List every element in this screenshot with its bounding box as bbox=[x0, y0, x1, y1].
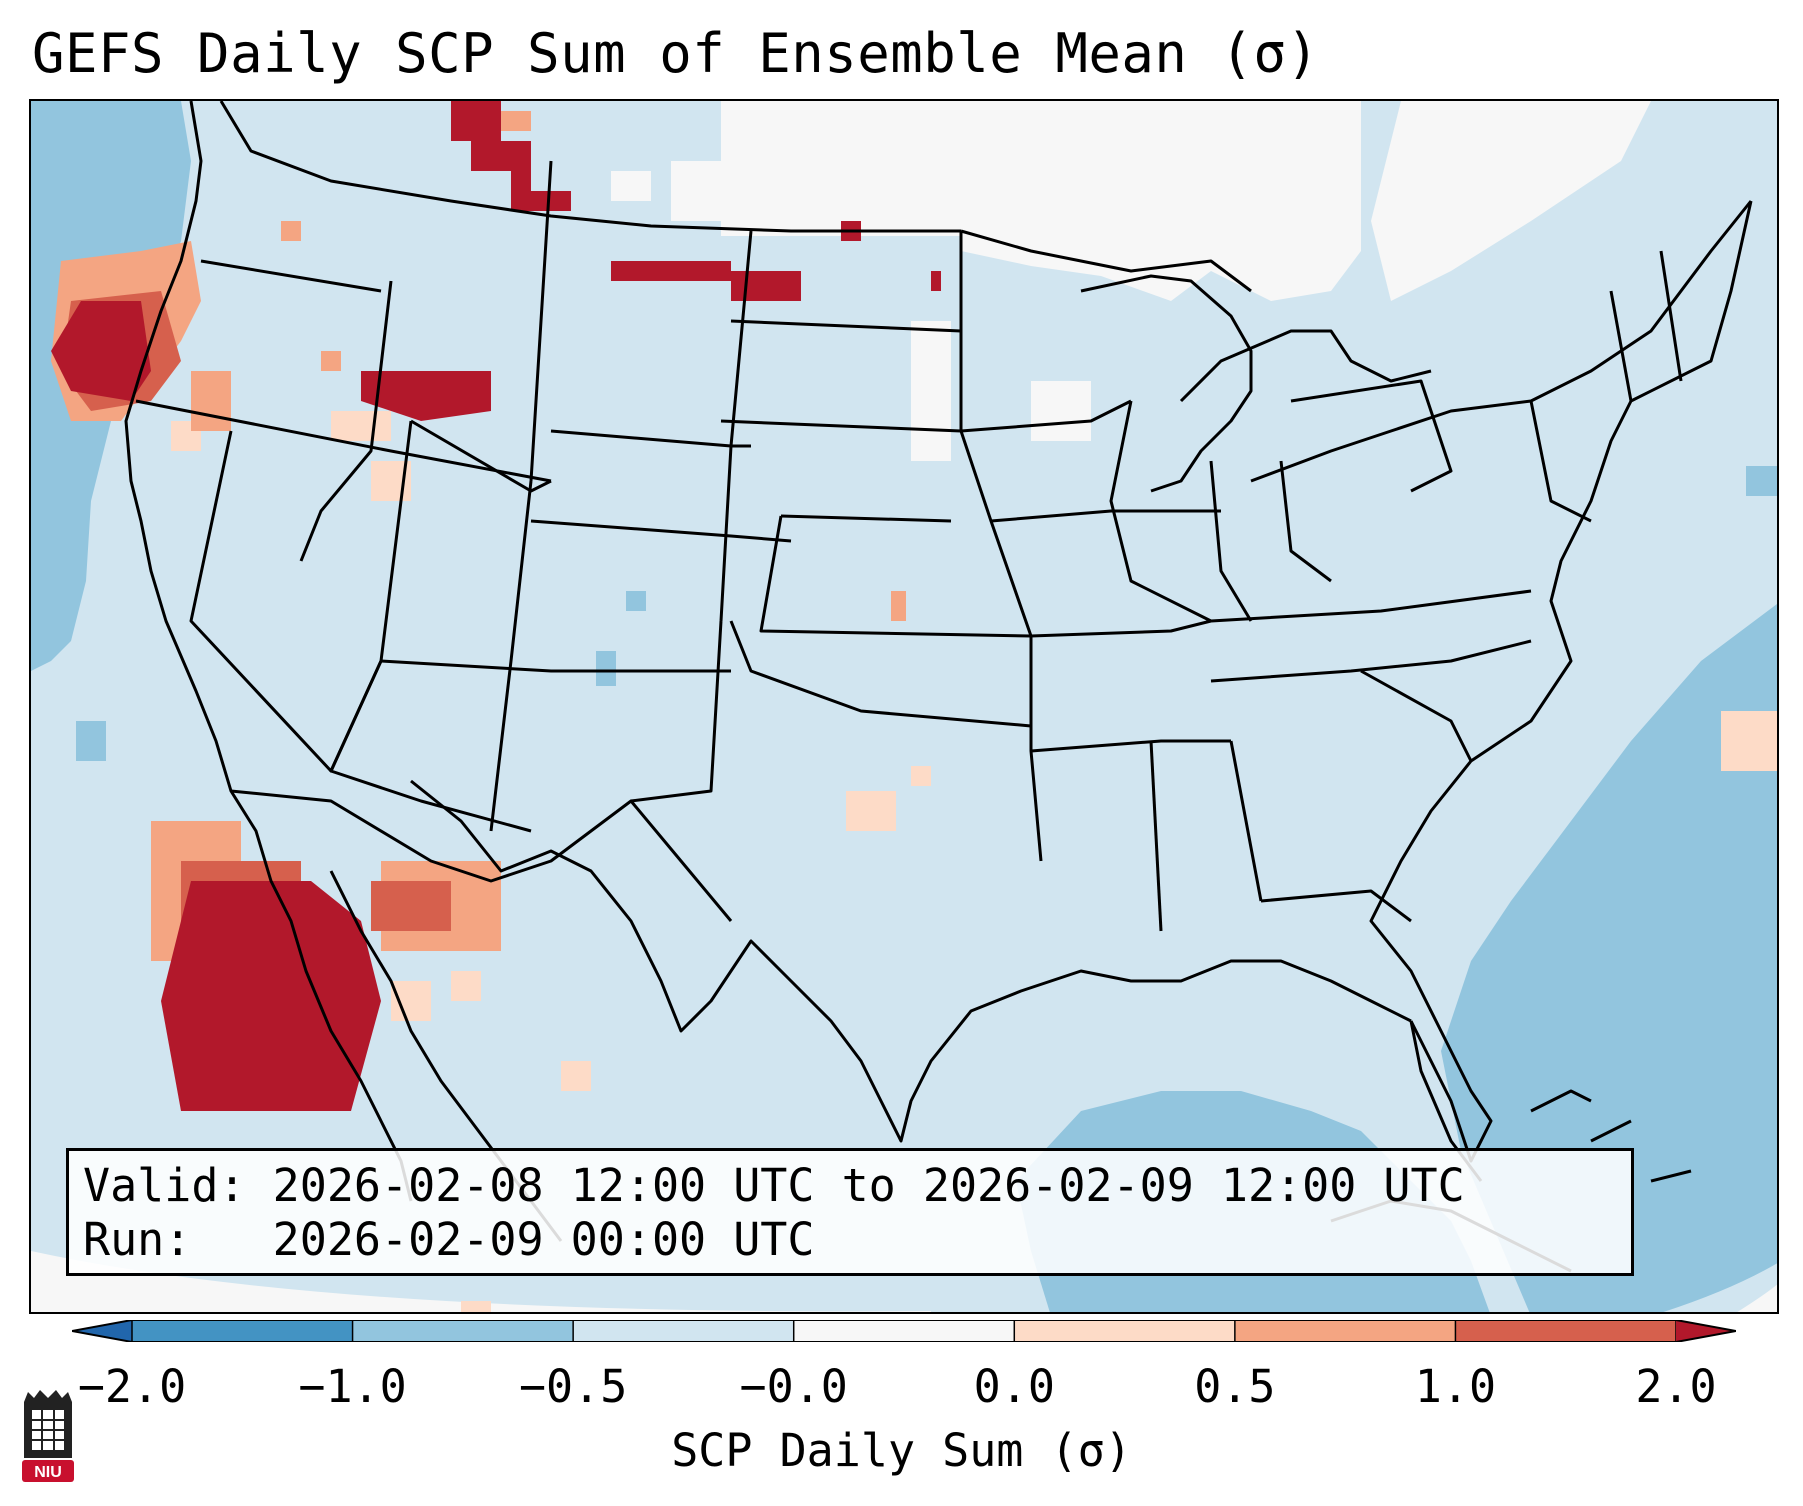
coastline-atlantic bbox=[1369, 200, 1753, 1163]
map-panel bbox=[29, 99, 1779, 1314]
border-al-ga bbox=[1229, 740, 1263, 902]
border-pa bbox=[1290, 379, 1453, 493]
border-az-ut bbox=[380, 659, 731, 673]
border-canada-central bbox=[960, 229, 1252, 293]
border-ok-tx bbox=[729, 620, 1032, 728]
bahamas-island-3 bbox=[1650, 1169, 1692, 1183]
border-mo-il bbox=[990, 509, 1221, 523]
lake-michigan-outline bbox=[1080, 274, 1253, 493]
colorbar-tick-label: −0.5 bbox=[518, 1360, 628, 1413]
coastline-pacific bbox=[124, 101, 413, 1202]
border-canada-west bbox=[219, 101, 961, 233]
border-az bbox=[329, 660, 532, 833]
colorbar-extend-high bbox=[1676, 1320, 1736, 1342]
border-ks-ok bbox=[759, 515, 1032, 638]
validity-info-box: Valid: 2026-02-08 12:00 UTC to 2026-02-0… bbox=[66, 1148, 1634, 1276]
colorbar-segment bbox=[573, 1320, 795, 1342]
border-ny-nj bbox=[1529, 400, 1592, 523]
niu-logo: NIU bbox=[22, 1390, 74, 1482]
colorbar-tick-label: −1.0 bbox=[298, 1360, 407, 1413]
border-vt-nh bbox=[1609, 290, 1633, 402]
border-nd-sd bbox=[730, 319, 962, 333]
border-ms-al bbox=[1149, 740, 1163, 932]
colorbar-segment bbox=[352, 1320, 574, 1342]
border-az-nm bbox=[489, 480, 533, 832]
light-positive-regions bbox=[171, 411, 1777, 1312]
border-us-mexico bbox=[230, 789, 733, 922]
border-ar-la bbox=[1030, 739, 1231, 753]
run-time-text: Run: 2026-02-09 00:00 UTC bbox=[83, 1213, 815, 1266]
border-me bbox=[1659, 250, 1683, 382]
border-id-mt bbox=[529, 160, 553, 482]
border-tn-al-ga bbox=[1210, 639, 1532, 683]
colorbar-segment bbox=[793, 1320, 1015, 1342]
colorbar-tick-label: 1.0 bbox=[1414, 1360, 1497, 1413]
colorbar-segment bbox=[132, 1320, 354, 1342]
colorbar-tick-label: 0.5 bbox=[1194, 1360, 1276, 1413]
border-ia-wi bbox=[960, 399, 1132, 433]
colorbar-label: SCP Daily Sum (σ) bbox=[671, 1424, 1132, 1477]
border-ga-fl bbox=[1260, 889, 1412, 923]
coastline-gulf bbox=[410, 779, 1412, 1143]
border-id-or bbox=[299, 280, 393, 562]
logo-banner bbox=[22, 1460, 74, 1482]
border-il bbox=[1109, 400, 1212, 623]
border-in bbox=[1209, 460, 1253, 622]
valid-time-text: Valid: 2026-02-08 12:00 UTC to 2026-02-0… bbox=[83, 1159, 1465, 1212]
border-mo-ar bbox=[1030, 619, 1212, 638]
colorbar-segments bbox=[131, 1320, 1677, 1342]
colorbar-extend-low bbox=[72, 1320, 132, 1342]
colorbar-tick-label: −0.0 bbox=[739, 1360, 848, 1413]
colorbar-tick-label: 0.0 bbox=[973, 1360, 1055, 1413]
bahamas-island-1 bbox=[1530, 1089, 1592, 1113]
neutral-regions bbox=[31, 101, 1777, 1312]
border-tn-ky bbox=[1210, 589, 1532, 623]
colorbar-segment bbox=[1455, 1320, 1677, 1342]
border-ne-ks bbox=[780, 514, 952, 523]
map-canvas bbox=[31, 101, 1777, 1312]
border-oh bbox=[1279, 460, 1332, 583]
colorbar-tick-label: 2.0 bbox=[1635, 1360, 1717, 1413]
colorbar-tick-label: −2.0 bbox=[77, 1360, 187, 1413]
border-ga-sc bbox=[1360, 669, 1473, 762]
colorbar bbox=[72, 1320, 1736, 1342]
border-co-north bbox=[530, 519, 792, 543]
logo-text: NIU bbox=[34, 1464, 62, 1481]
border-mt-nd bbox=[719, 230, 753, 622]
border-wa-or bbox=[200, 259, 382, 293]
border-mn-ia-mo-ar-la bbox=[959, 231, 1043, 862]
colorbar-segment bbox=[1234, 1320, 1456, 1342]
colorbar-segment bbox=[1014, 1320, 1236, 1342]
border-nm-tx bbox=[630, 620, 723, 803]
lake-huron-outline bbox=[1179, 329, 1432, 403]
chart-title: GEFS Daily SCP Sum of Ensemble Mean (σ) bbox=[32, 22, 1320, 85]
bahamas-island-2 bbox=[1590, 1119, 1632, 1143]
border-sd-ne bbox=[720, 419, 962, 433]
extreme-positive-regions bbox=[51, 101, 941, 1111]
